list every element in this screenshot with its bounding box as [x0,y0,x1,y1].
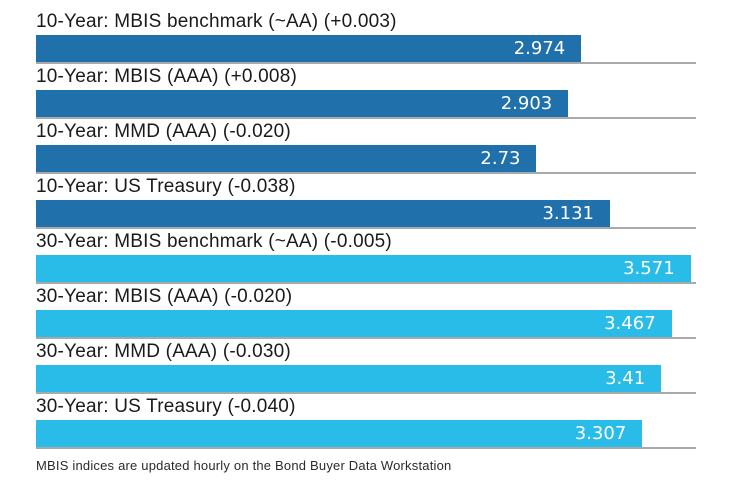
bar-row: 30-Year: US Treasury (-0.040) 3.307 [36,397,696,449]
bar-baseline: 2.73 [36,145,696,174]
bar-30yr-mbis-benchmark: 3.571 [36,255,691,282]
bar-label: 30-Year: MBIS benchmark (~AA) (-0.005) [36,231,392,252]
bar-10yr-us-treasury: 3.131 [36,200,610,227]
bar-10yr-mmd-aaa: 2.73 [36,145,537,172]
bar-baseline: 3.467 [36,310,696,339]
bar-row: 10-Year: MMD (AAA) (-0.020) 2.73 [36,122,696,174]
bar-value-label: 3.571 [623,258,675,279]
bar-30yr-us-treasury: 3.307 [36,420,643,447]
bar-row: 30-Year: MBIS (AAA) (-0.020) 3.467 [36,287,696,339]
bar-label: 30-Year: US Treasury (-0.040) [36,396,296,417]
bar-value-label: 2.903 [500,93,553,114]
bar-value-label: 2.974 [513,38,566,59]
bar-baseline: 2.974 [36,35,696,64]
bar-row: 30-Year: MBIS benchmark (~AA) (-0.005) 3… [36,232,696,284]
bar-30yr-mbis-aaa: 3.467 [36,310,672,337]
bar-label: 30-Year: MMD (AAA) (-0.030) [36,341,291,362]
bar-label: 10-Year: MBIS benchmark (~AA) (+0.003) [36,11,397,32]
bar-row: 30-Year: MMD (AAA) (-0.030) 3.41 [36,342,696,394]
bar-row: 10-Year: MBIS benchmark (~AA) (+0.003) 2… [36,12,696,64]
bar-row: 10-Year: US Treasury (-0.038) 3.131 [36,177,696,229]
bar-baseline: 3.41 [36,365,696,394]
chart-plot-area: 10-Year: MBIS benchmark (~AA) (+0.003) 2… [36,12,696,449]
bar-10yr-mbis-benchmark: 2.974 [36,35,582,62]
bar-30yr-mmd-aaa: 3.41 [36,365,662,392]
bar-baseline: 3.571 [36,255,696,284]
bar-baseline: 2.903 [36,90,696,119]
bar-value-label: 2.73 [480,148,521,169]
bar-label: 10-Year: MBIS (AAA) (+0.008) [36,66,297,87]
bar-value-label: 3.41 [605,368,646,389]
bar-label: 30-Year: MBIS (AAA) (-0.020) [36,286,293,307]
bar-10yr-mbis-aaa: 2.903 [36,90,569,117]
bar-baseline: 3.307 [36,420,696,449]
chart-footnote: MBIS indices are updated hourly on the B… [36,458,452,473]
bar-value-label: 3.467 [604,313,656,334]
bar-value-label: 3.307 [574,423,627,444]
bar-value-label: 3.131 [542,203,594,224]
bar-baseline: 3.131 [36,200,696,229]
bar-row: 10-Year: MBIS (AAA) (+0.008) 2.903 [36,67,696,119]
bar-label: 10-Year: US Treasury (-0.038) [36,176,296,197]
bar-label: 10-Year: MMD (AAA) (-0.020) [36,121,291,142]
